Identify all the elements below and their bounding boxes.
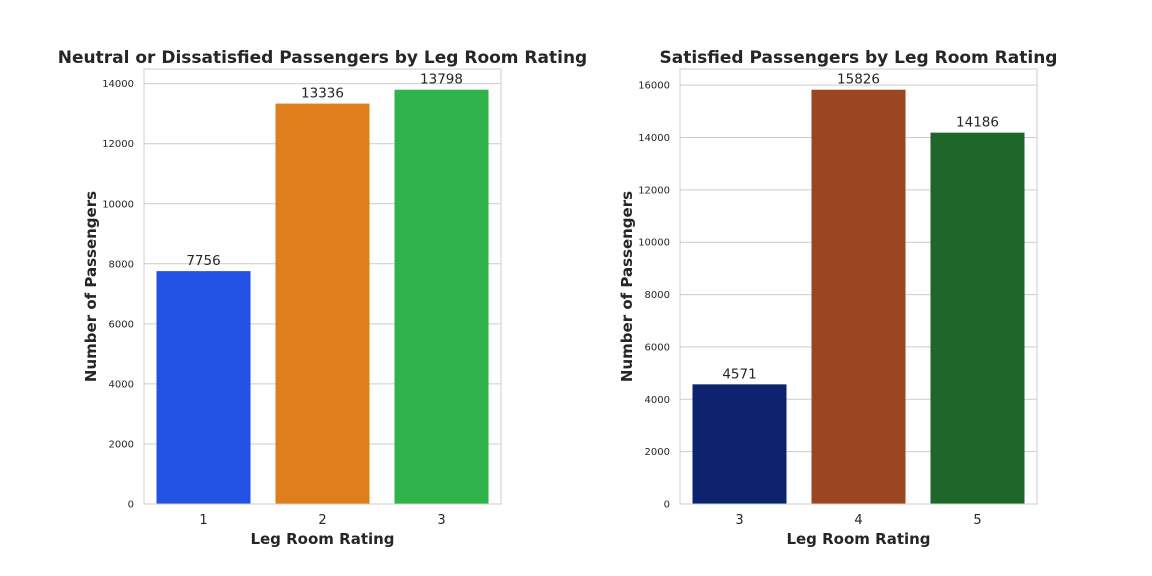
y-tick-label: 10000 bbox=[638, 238, 670, 249]
chart-title: Neutral or Dissatisfied Passengers by Le… bbox=[58, 48, 587, 68]
plot-frame bbox=[679, 68, 1038, 505]
x-tick-label: 5 bbox=[973, 513, 981, 528]
bar bbox=[156, 271, 251, 504]
bar bbox=[394, 89, 489, 504]
y-tick-label: 2000 bbox=[645, 447, 670, 458]
y-axis-label: Number of Passengers bbox=[618, 191, 636, 382]
data-label: 4571 bbox=[722, 366, 756, 382]
bar bbox=[811, 89, 906, 504]
y-axis-label: Number of Passengers bbox=[82, 191, 100, 382]
x-tick-label: 1 bbox=[199, 513, 207, 528]
x-tick-label: 3 bbox=[437, 513, 445, 528]
x-tick-label: 4 bbox=[854, 513, 862, 528]
y-tick-label: 6000 bbox=[109, 319, 134, 330]
bar bbox=[692, 384, 787, 504]
y-tick-label: 8000 bbox=[645, 290, 670, 301]
chart-dissatisfied: Neutral or Dissatisfied Passengers by Le… bbox=[58, 48, 587, 548]
y-tick-label: 0 bbox=[664, 500, 670, 511]
x-axis-label: Leg Room Rating bbox=[786, 530, 930, 548]
y-tick-label: 4000 bbox=[109, 379, 134, 390]
y-tick-label: 2000 bbox=[109, 439, 134, 450]
data-label: 7756 bbox=[186, 253, 220, 269]
plot-frame bbox=[143, 68, 502, 505]
y-tick-label: 12000 bbox=[638, 185, 670, 196]
data-label: 14186 bbox=[956, 115, 999, 131]
y-tick-label: 4000 bbox=[645, 395, 670, 406]
y-tick-label: 10000 bbox=[102, 199, 134, 210]
data-label: 15826 bbox=[837, 72, 880, 88]
y-tick-label: 16000 bbox=[638, 81, 670, 92]
y-tick-label: 8000 bbox=[109, 259, 134, 270]
bar bbox=[275, 103, 370, 504]
data-label: 13798 bbox=[420, 72, 463, 88]
x-tick-label: 2 bbox=[318, 513, 326, 528]
y-tick-label: 6000 bbox=[645, 342, 670, 353]
data-label: 13336 bbox=[301, 86, 344, 102]
x-axis-label: Leg Room Rating bbox=[250, 530, 394, 548]
chart-satisfied: Satisfied Passengers by Leg Room Rating … bbox=[618, 48, 1057, 548]
y-tick-label: 12000 bbox=[102, 139, 134, 150]
chart-title: Satisfied Passengers by Leg Room Rating bbox=[660, 48, 1058, 68]
y-tick-label: 14000 bbox=[102, 79, 134, 90]
bar bbox=[930, 132, 1025, 505]
x-tick-label: 3 bbox=[735, 513, 743, 528]
y-tick-label: 14000 bbox=[638, 133, 670, 144]
y-tick-label: 0 bbox=[128, 500, 134, 511]
